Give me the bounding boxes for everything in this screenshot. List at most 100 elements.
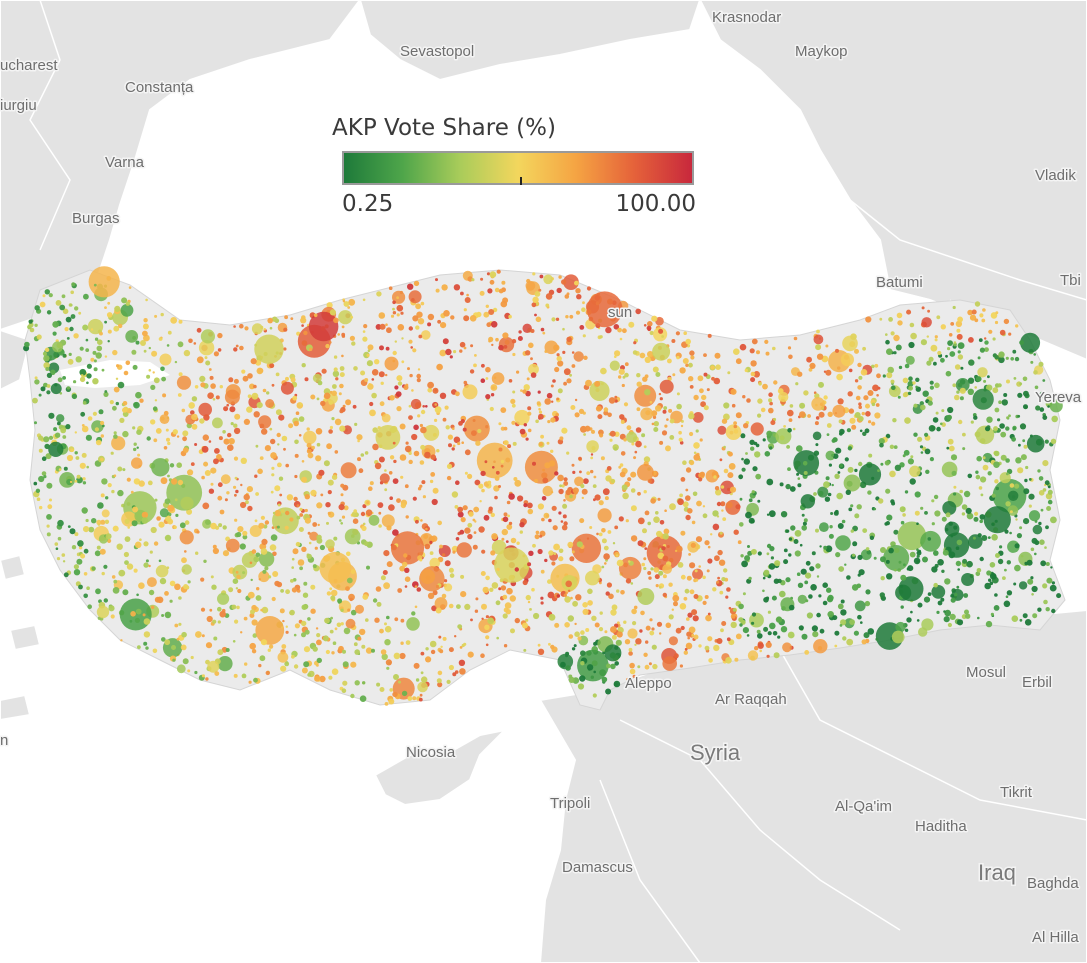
- ballot-box-dot[interactable]: [148, 564, 151, 568]
- ballot-box-dot[interactable]: [489, 271, 497, 278]
- ballot-box-dot[interactable]: [563, 521, 568, 526]
- ballot-box-dot[interactable]: [116, 543, 123, 550]
- ballot-box-dot[interactable]: [251, 604, 257, 611]
- ballot-box-dot[interactable]: [637, 588, 655, 605]
- ballot-box-dot[interactable]: [1000, 431, 1007, 438]
- ballot-box-dot[interactable]: [191, 396, 198, 402]
- ballot-box-dot[interactable]: [299, 402, 303, 406]
- ballot-box-dot[interactable]: [190, 655, 194, 660]
- ballot-box-dot[interactable]: [664, 509, 667, 512]
- ballot-box-dot[interactable]: [100, 420, 105, 426]
- ballot-box-dot[interactable]: [994, 320, 999, 325]
- ballot-box-dot[interactable]: [923, 596, 931, 603]
- ballot-box-dot[interactable]: [615, 639, 622, 646]
- ballot-box-dot[interactable]: [345, 586, 350, 591]
- ballot-box-dot[interactable]: [73, 569, 81, 576]
- ballot-box-dot[interactable]: [751, 338, 758, 345]
- ballot-box-dot[interactable]: [274, 485, 281, 492]
- ballot-box-dot[interactable]: [851, 584, 859, 591]
- ballot-box-dot[interactable]: [217, 620, 221, 624]
- ballot-box-dot[interactable]: [397, 381, 403, 386]
- ballot-box-dot[interactable]: [1047, 405, 1050, 408]
- ballot-box-dot[interactable]: [842, 636, 847, 641]
- ballot-box-dot[interactable]: [692, 491, 698, 497]
- ballot-box-dot[interactable]: [748, 498, 753, 503]
- ballot-box-dot[interactable]: [407, 283, 414, 290]
- ballot-box-dot[interactable]: [364, 451, 369, 455]
- ballot-box-dot[interactable]: [365, 618, 369, 622]
- ballot-box-dot[interactable]: [486, 272, 491, 276]
- ballot-box-dot[interactable]: [984, 347, 989, 352]
- ballot-box-dot[interactable]: [858, 461, 863, 467]
- ballot-box-dot[interactable]: [852, 525, 858, 532]
- ballot-box-dot[interactable]: [847, 466, 854, 473]
- ballot-box-dot[interactable]: [310, 394, 316, 400]
- ballot-box-dot[interactable]: [583, 355, 588, 360]
- ballot-box-dot[interactable]: [555, 317, 560, 321]
- ballot-box-dot[interactable]: [48, 435, 54, 440]
- ballot-box-dot[interactable]: [854, 600, 866, 612]
- ballot-box-dot[interactable]: [343, 301, 350, 307]
- ballot-box-dot[interactable]: [258, 663, 262, 668]
- ballot-box-dot[interactable]: [1003, 600, 1011, 608]
- ballot-box-dot[interactable]: [662, 555, 669, 562]
- ballot-box-dot[interactable]: [1030, 360, 1034, 364]
- ballot-box-dot[interactable]: [835, 447, 842, 454]
- ballot-box-dot[interactable]: [897, 320, 903, 326]
- ballot-box-dot[interactable]: [741, 457, 744, 461]
- ballot-box-dot[interactable]: [241, 369, 246, 374]
- ballot-box-dot[interactable]: [773, 380, 778, 385]
- ballot-box-dot[interactable]: [46, 384, 51, 388]
- ballot-box-dot[interactable]: [93, 283, 97, 287]
- ballot-box-dot[interactable]: [879, 442, 884, 448]
- ballot-box-dot[interactable]: [279, 608, 285, 614]
- ballot-box-dot[interactable]: [535, 419, 539, 424]
- ballot-box-dot[interactable]: [547, 591, 555, 599]
- ballot-box-dot[interactable]: [537, 503, 545, 510]
- ballot-box-dot[interactable]: [931, 499, 935, 503]
- ballot-box-dot[interactable]: [951, 470, 957, 476]
- ballot-box-dot[interactable]: [810, 584, 817, 591]
- ballot-box-dot[interactable]: [456, 542, 472, 558]
- ballot-box-dot[interactable]: [348, 298, 356, 306]
- ballot-box-dot[interactable]: [345, 618, 356, 629]
- ballot-box-dot[interactable]: [1016, 533, 1023, 539]
- ballot-box-dot[interactable]: [314, 546, 318, 550]
- ballot-box-dot[interactable]: [228, 438, 235, 445]
- ballot-box-dot[interactable]: [805, 560, 811, 566]
- ballot-box-dot[interactable]: [1009, 483, 1015, 488]
- ballot-box-dot[interactable]: [624, 372, 629, 378]
- ballot-box-dot[interactable]: [795, 382, 799, 386]
- ballot-box-dot[interactable]: [783, 425, 786, 428]
- ballot-box-dot[interactable]: [224, 389, 240, 405]
- ballot-box-dot[interactable]: [432, 590, 438, 596]
- ballot-box-dot[interactable]: [331, 668, 339, 675]
- ballot-box-dot[interactable]: [230, 422, 234, 426]
- ballot-box-dot[interactable]: [685, 488, 689, 492]
- ballot-box-dot[interactable]: [766, 430, 773, 437]
- ballot-box-dot[interactable]: [898, 365, 903, 370]
- ballot-box-dot[interactable]: [96, 605, 110, 619]
- ballot-box-dot[interactable]: [598, 532, 603, 537]
- ballot-box-dot[interactable]: [312, 564, 317, 569]
- ballot-box-dot[interactable]: [788, 418, 793, 422]
- ballot-box-dot[interactable]: [452, 672, 457, 677]
- ballot-box-dot[interactable]: [338, 392, 342, 396]
- ballot-box-dot[interactable]: [258, 551, 275, 567]
- ballot-box-dot[interactable]: [817, 486, 829, 498]
- ballot-box-dot[interactable]: [689, 589, 695, 595]
- ballot-box-dot[interactable]: [704, 645, 710, 651]
- ballot-box-dot[interactable]: [825, 476, 830, 481]
- ballot-box-dot[interactable]: [452, 550, 456, 554]
- ballot-box-dot[interactable]: [934, 335, 938, 339]
- ballot-box-dot[interactable]: [141, 511, 149, 519]
- ballot-box-dot[interactable]: [607, 412, 612, 418]
- ballot-box-dot[interactable]: [704, 595, 709, 599]
- ballot-box-dot[interactable]: [374, 462, 382, 470]
- ballot-box-dot[interactable]: [255, 595, 262, 601]
- ballot-box-dot[interactable]: [953, 485, 957, 489]
- ballot-box-dot[interactable]: [101, 571, 105, 576]
- ballot-box-dot[interactable]: [980, 476, 987, 483]
- ballot-box-dot[interactable]: [203, 414, 210, 421]
- ballot-box-dot[interactable]: [419, 693, 423, 697]
